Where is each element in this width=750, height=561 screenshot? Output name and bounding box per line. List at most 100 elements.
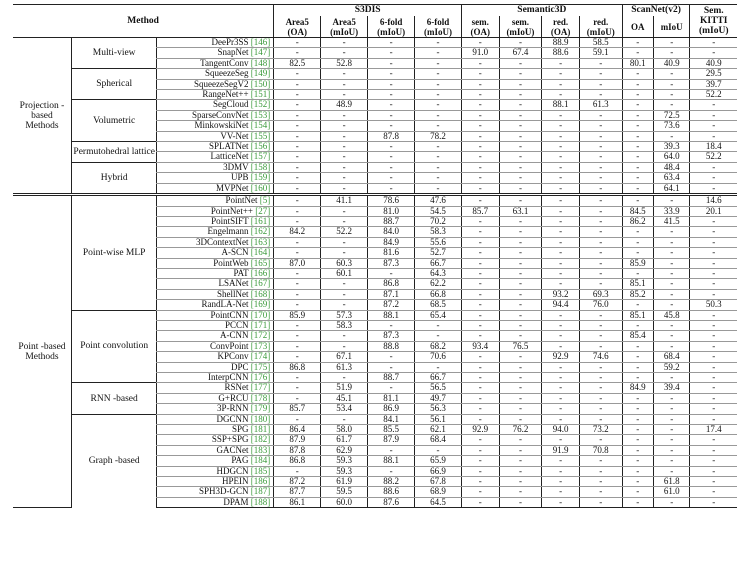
value-cell: 88.6: [541, 47, 580, 59]
column-header-line2: (OA): [470, 26, 491, 37]
value-cell: -: [541, 413, 580, 426]
method-label: 3P-RNN: [217, 403, 249, 414]
value-cell: -: [578, 216, 623, 228]
citation-link[interactable]: [151]: [250, 89, 271, 100]
value-cell: -: [367, 320, 415, 332]
table-row: Volumetric SegCloud [152] -48.9- - - -88.1 61.…: [13, 99, 737, 142]
citation-link[interactable]: [154]: [250, 120, 271, 131]
value-cell: -: [367, 120, 415, 132]
citation-link[interactable]: [185]: [250, 466, 271, 476]
value-cell: -: [498, 320, 542, 332]
value-cell: -: [461, 403, 500, 415]
citation-link[interactable]: [166]: [250, 268, 271, 278]
value-cell: 66.7: [414, 372, 462, 384]
method-label: SPLATNet: [209, 141, 249, 152]
value-cell: -: [461, 216, 500, 228]
value-cell: -: [461, 497, 500, 509]
citation-link[interactable]: [163]: [250, 237, 271, 247]
value-cell: -: [652, 68, 690, 80]
citation-link[interactable]: [167]: [250, 278, 271, 289]
citation-link[interactable]: [178]: [250, 393, 271, 403]
citation-link[interactable]: [181]: [250, 424, 271, 435]
citation-link[interactable]: [148]: [250, 58, 271, 68]
value-cell: -: [621, 131, 654, 143]
citation-link[interactable]: [171]: [250, 320, 271, 330]
citation-link[interactable]: [5]: [259, 195, 271, 206]
citation-link[interactable]: [165]: [250, 258, 271, 268]
citation-link[interactable]: [175]: [250, 362, 271, 372]
value-cell: -: [541, 362, 580, 374]
value-cell: 60.1: [320, 268, 368, 280]
value-cell: 84.5: [621, 206, 654, 217]
method-name: UPB [159]: [156, 172, 274, 184]
value-cell: -: [541, 120, 580, 132]
value-cell: -: [621, 466, 654, 478]
citation-link[interactable]: [180]: [250, 414, 271, 424]
citation-link[interactable]: [169]: [250, 299, 271, 310]
citation-link[interactable]: [183]: [250, 445, 271, 455]
column-header-line1: Area5: [332, 16, 356, 27]
citation-link[interactable]: [186]: [250, 476, 271, 487]
citation-link[interactable]: [27]: [255, 206, 271, 216]
value-cell: -: [689, 237, 737, 249]
citation-link[interactable]: [170]: [250, 310, 271, 320]
citation-link[interactable]: [159]: [250, 172, 271, 183]
value-cell: 56.5: [414, 382, 462, 394]
value-cell: 87.7: [273, 486, 321, 498]
citation-link[interactable]: [146]: [250, 37, 271, 47]
value-cell: -: [461, 37, 500, 49]
value-cell: -: [621, 393, 654, 405]
citation-link[interactable]: [160]: [250, 183, 271, 193]
value-cell: -: [273, 79, 321, 91]
value-cell: -: [498, 216, 542, 228]
citation-link[interactable]: [155]: [250, 131, 271, 141]
method-name: SPH3D-GCN [187]: [156, 486, 274, 498]
citation-link[interactable]: [162]: [250, 226, 271, 237]
citation-link[interactable]: [173]: [250, 341, 271, 351]
method-header: Method: [13, 4, 274, 38]
value-cell: -: [461, 351, 500, 363]
value-cell: -: [578, 68, 623, 80]
citation-link[interactable]: [164]: [250, 247, 271, 258]
citation-link[interactable]: [188]: [250, 497, 271, 507]
table-row: MinkowskiNet [154] - - - - - - - - -73.6-: [13, 120, 737, 132]
citation-link[interactable]: [179]: [250, 403, 271, 414]
table-row: SPH3D-GCN [187] 87.7 59.5 88.6 68.9- - - - -61.0…: [13, 486, 737, 498]
value-cell: -: [578, 486, 623, 498]
citation-link[interactable]: [158]: [250, 162, 271, 172]
value-cell: 85.9: [273, 309, 321, 321]
citation-link[interactable]: [172]: [250, 330, 271, 341]
value-cell: -: [320, 216, 368, 228]
citation-link[interactable]: [176]: [250, 372, 271, 382]
citation-link[interactable]: [177]: [250, 382, 271, 393]
table-row: Hybrid 3DMV [158] - - - - - - - - -48.4-: [13, 161, 737, 195]
citation-link[interactable]: [187]: [250, 486, 271, 497]
value-cell: -: [273, 172, 321, 184]
value-cell: -: [578, 141, 623, 153]
value-cell: 59.3: [320, 466, 368, 478]
citation-link[interactable]: [156]: [250, 141, 271, 152]
value-cell: 86.1: [273, 497, 321, 509]
value-cell: -: [273, 393, 321, 405]
value-cell: -: [541, 206, 580, 217]
citation-link[interactable]: [182]: [250, 434, 271, 445]
citation-link[interactable]: [157]: [250, 151, 271, 162]
value-cell: 20.1: [689, 206, 737, 217]
citation-link[interactable]: [168]: [250, 289, 271, 299]
value-cell: -: [367, 183, 415, 196]
value-cell: -: [541, 161, 580, 174]
citation-link[interactable]: [174]: [250, 351, 271, 362]
citation-link[interactable]: [147]: [250, 47, 271, 58]
value-cell: -: [461, 151, 500, 163]
citation-link[interactable]: [184]: [250, 455, 271, 466]
citation-link[interactable]: [150]: [250, 79, 271, 89]
citation-link[interactable]: [149]: [250, 68, 271, 79]
value-cell: 61.3: [578, 99, 623, 111]
value-cell: 66.8: [414, 289, 462, 301]
value-cell: -: [414, 183, 462, 196]
value-cell: -: [461, 226, 500, 238]
citation-link[interactable]: [153]: [250, 110, 271, 120]
method-label: DeePr3SS: [211, 37, 249, 47]
citation-link[interactable]: [161]: [250, 216, 271, 226]
citation-link[interactable]: [152]: [250, 99, 271, 110]
